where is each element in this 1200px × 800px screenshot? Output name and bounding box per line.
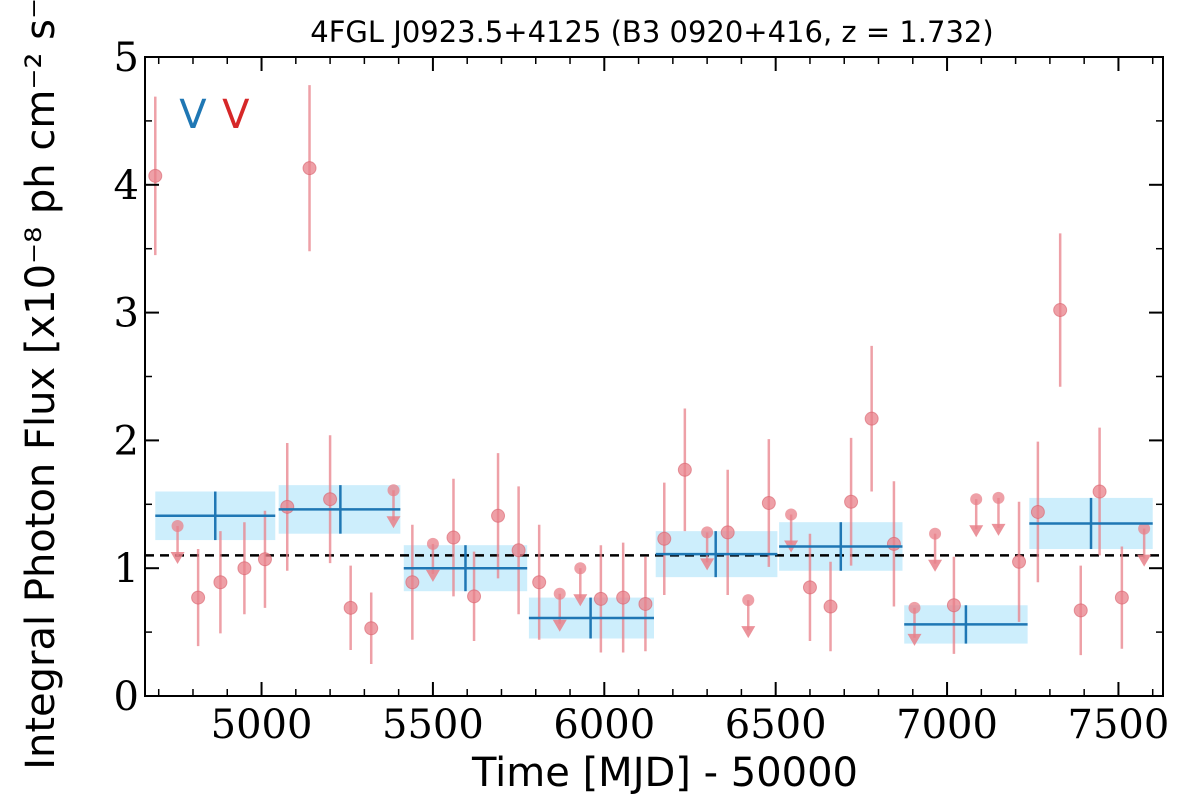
upper-limit-arrow-5 [700,558,715,571]
monthly-point-25 [844,494,859,509]
x-tick-label-3: 6500 [725,702,827,748]
y-tick-label-1: 1 [114,546,139,592]
monthly-point-26 [864,411,879,426]
axes [144,56,1164,697]
monthly-point-7 [323,492,338,507]
monthly-point-1 [302,161,317,176]
monthly-point-13 [491,508,506,523]
monthly-point-16 [593,591,608,606]
upper-limit-point-1 [387,484,400,497]
upper-limit-point-10 [970,493,983,506]
monthly-point-31 [1053,303,1068,318]
upper-limit-arrow-8 [907,633,922,646]
upper-limit-point-7 [785,508,798,521]
monthly-point-19 [657,531,672,546]
upper-limit-point-5 [701,526,714,539]
monthly-point-24 [823,599,838,614]
upper-limit-arrow-12 [1137,554,1152,567]
upper-limit-point-3 [553,587,566,600]
y-tick-label-2: 2 [114,418,139,464]
monthly-point-29 [1012,554,1027,569]
y-tick-label-5: 5 [114,35,139,81]
upper-limit-arrow-4 [573,594,588,607]
upper-limit-point-6 [742,594,755,607]
monthly-point-2 [191,590,206,605]
x-tick-label-2: 6000 [553,702,655,748]
upper-limit-arrow-6 [741,626,756,639]
x-tick-label-1: 5500 [382,702,484,748]
monthly-point-28 [946,598,961,613]
monthly-point-27 [886,536,901,551]
x-tick-label-0: 5000 [211,702,313,748]
upper-limit-point-0 [171,520,184,533]
upper-limit-point-11 [992,491,1005,504]
upper-limit-arrow-10 [969,525,984,538]
monthly-point-17 [616,590,631,605]
upper-limit-point-8 [908,601,921,614]
upper-limit-arrow-2 [425,569,440,582]
monthly-point-6 [280,499,295,514]
monthly-point-32 [1073,603,1088,618]
monthly-point-20 [677,462,692,477]
monthly-point-21 [720,525,735,540]
monthly-point-9 [364,621,379,636]
x-tick-label-4: 7000 [896,702,998,748]
axis-labels: 5000 5500 6000 6500 7000 7500 0 1 2 3 4 5 [114,35,1170,748]
monthly-point-11 [446,530,461,545]
monthly-point-0 [148,168,163,183]
upper-limit-point-9 [929,527,942,540]
y-tick-label-3: 3 [114,291,139,337]
upper-limit-point-2 [426,537,439,550]
monthly-point-8 [343,600,358,615]
x-axis-title: Time [MJD] - 50000 [471,750,858,796]
monthly-point-4 [237,561,252,576]
monthly-point-30 [1030,504,1045,519]
y-axis-title: Integral Photon Flux [x10⁻⁸ ph cm⁻² s⁻¹] [18,0,64,770]
monthly-point-33 [1092,484,1107,499]
monthly-point-18 [638,596,653,611]
binned-points [155,485,1153,644]
y-tick-label-4: 4 [114,163,139,209]
monthly-point-5 [257,552,272,567]
monthly-point-34 [1114,590,1129,605]
monthly-point-23 [802,580,817,595]
upper-limit-arrow-9 [928,559,943,572]
upper-limit-arrow-1 [386,516,401,529]
upper-limit-point-12 [1138,522,1151,535]
upper-limit-arrow-11 [991,523,1006,536]
upper-limits [170,484,1152,646]
monthly-point-15 [532,575,547,590]
monthly-point-12 [467,589,482,604]
monthly-point-10 [405,575,420,590]
upper-limit-arrow-0 [170,552,185,565]
y-tick-label-0: 0 [114,674,139,720]
monthly-point-22 [761,496,776,511]
v-marker-0: V [179,92,207,138]
v-marker-1: V [222,92,250,138]
upper-limit-point-4 [574,562,587,575]
upper-limit-arrow-3 [552,619,567,632]
monthly-point-3 [213,575,228,590]
monthly-point-14 [511,543,526,558]
chart-title: 4FGL J0923.5+4125 (B3 0920+416, z = 1.73… [310,15,993,49]
x-tick-label-5: 7500 [1068,702,1170,748]
